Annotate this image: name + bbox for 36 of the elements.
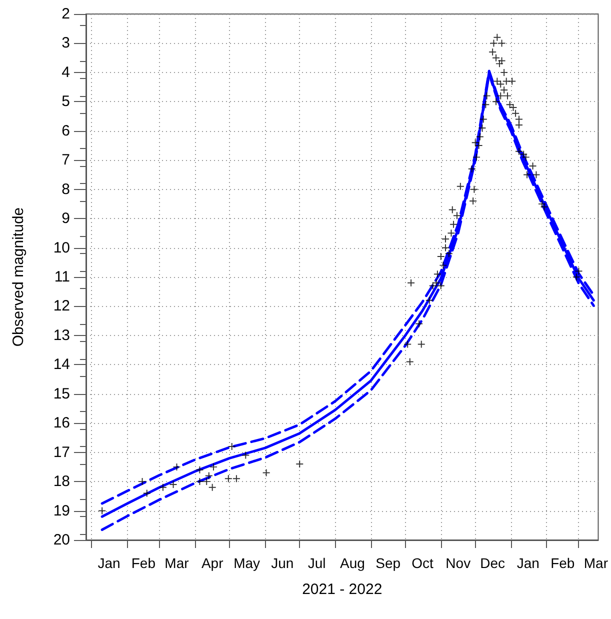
y-tick-label: 4 — [62, 64, 70, 81]
x-tick-label: Mar — [164, 555, 190, 571]
x-tick-label: Oct — [412, 555, 434, 571]
y-axis-title: Observed magnitude — [10, 207, 27, 347]
y-tick-label: 3 — [62, 34, 70, 52]
y-tick-label: 8 — [62, 180, 70, 198]
y-tick-label: 14 — [53, 356, 70, 374]
x-tick-label: Sep — [376, 555, 401, 571]
x-tick-label: Jan — [98, 555, 120, 571]
x-tick-label: Jun — [271, 555, 294, 571]
y-tick-label: 17 — [53, 444, 70, 461]
y-tick-label: 15 — [53, 385, 70, 402]
x-tick-label: Apr — [201, 555, 224, 571]
y-tick-label: 18 — [53, 473, 70, 490]
y-tick-label: 7 — [62, 152, 70, 169]
y-tick-label: 2 — [62, 6, 70, 22]
x-tick-label: Feb — [131, 555, 156, 571]
x-axis-title: 2021 - 2022 — [302, 581, 382, 598]
y-tick-label: 5 — [62, 93, 70, 110]
x-tick-label: Jul — [308, 555, 326, 571]
x-tick-label: Mar — [584, 555, 608, 571]
x-tick-label: Feb — [550, 555, 575, 571]
x-tick-label: Aug — [340, 555, 365, 571]
x-tick-label: Nov — [446, 555, 471, 571]
y-tick-label: 20 — [53, 532, 70, 548]
y-tick-label: 6 — [62, 122, 70, 140]
y-tick-label: 16 — [53, 414, 70, 432]
x-tick-label: May — [234, 555, 260, 571]
y-tick-label: 12 — [53, 298, 70, 315]
y-tick-label: 19 — [53, 502, 70, 520]
x-tick-label: Dec — [480, 555, 506, 571]
y-tick-label: 13 — [53, 326, 70, 344]
y-tick-label: 9 — [62, 210, 70, 228]
y-tick-label: 11 — [54, 268, 70, 286]
y-tick-label: 10 — [53, 239, 70, 256]
x-tick-label: Jan — [516, 555, 540, 571]
